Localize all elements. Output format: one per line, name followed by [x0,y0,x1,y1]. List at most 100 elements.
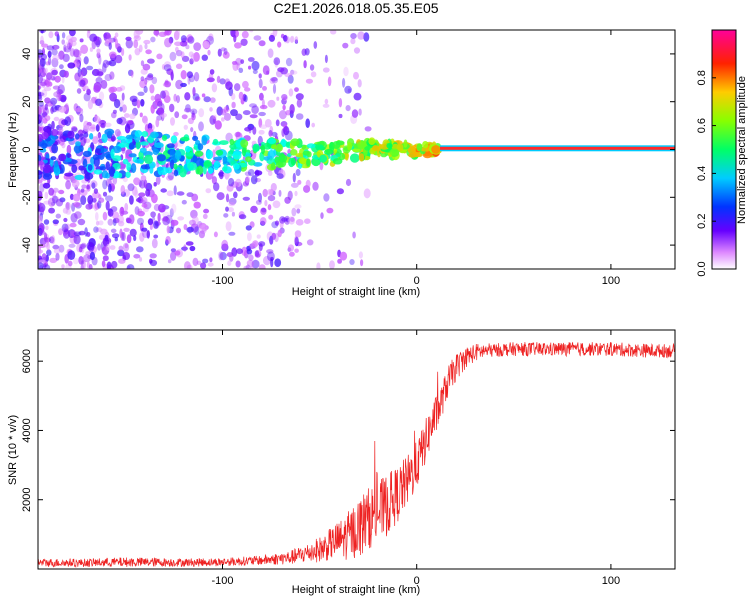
noise-speckle [41,89,48,98]
noise-speckle [114,54,123,64]
signal-blob [85,172,94,180]
noise-speckle [258,78,263,89]
signal-blob [389,148,399,156]
noise-speckle [134,48,141,56]
noise-speckle [198,222,207,230]
noise-speckle [238,214,247,220]
noise-speckle [139,79,148,89]
noise-speckle [153,234,159,239]
noise-speckle [96,51,101,59]
noise-speckle [205,188,212,194]
signal-blob [93,169,103,175]
noise-speckle [247,57,255,62]
noise-speckle [38,229,45,236]
signal-blob [185,152,195,157]
noise-speckle [133,39,139,49]
spectrogram-x-ticks: -100 0 100 [211,30,620,287]
noise-speckle [48,236,55,244]
noise-speckle [142,63,151,71]
noise-speckle [173,131,179,137]
noise-speckle [235,178,242,187]
noise-speckle [98,91,105,101]
noise-speckle [63,44,67,53]
noise-speckle [173,93,177,102]
noise-speckle [47,197,56,207]
noise-speckle [150,104,155,114]
signal-blob [113,172,120,178]
noise-speckle [230,30,236,38]
signal-blob [319,154,328,163]
signal-blob [213,162,219,171]
noise-speckle [98,234,106,240]
noise-speckle [267,188,274,196]
noise-speckle [58,189,65,195]
noise-speckle [98,220,104,226]
snr-x-tick-label: 0 [414,575,420,587]
noise-speckle [338,113,343,119]
signal-blob [166,143,175,149]
noise-speckle [106,243,111,251]
noise-speckle [80,195,87,206]
noise-speckle [251,105,259,114]
noise-speckle [102,179,108,190]
noise-speckle [183,124,188,130]
noise-speckle [128,69,134,77]
noise-speckle [66,42,72,50]
noise-speckle [43,182,51,189]
noise-speckle [56,89,63,95]
noise-speckle [42,238,49,248]
noise-speckle [200,262,207,269]
noise-speckle [268,130,273,137]
noise-speckle [188,51,194,58]
signal-blob [82,158,88,168]
noise-speckle [38,94,43,102]
noise-speckle [108,42,112,50]
noise-speckle [188,219,196,226]
spectrogram-x-tick-label: 0 [414,275,420,287]
noise-speckle [250,175,258,185]
noise-speckle [295,219,304,226]
noise-speckle [133,177,141,186]
noise-speckle [271,221,279,229]
noise-speckle [154,93,162,103]
noise-speckle [268,214,274,220]
noise-speckle [175,79,184,90]
signal-blob [232,151,242,160]
signal-blob [235,139,243,148]
noise-speckle [114,38,119,49]
noise-speckle [284,73,293,78]
signal-blob [229,138,235,146]
noise-speckle [107,208,114,217]
noise-speckle [290,182,299,188]
noise-speckle [206,77,215,83]
noise-speckle [79,38,84,43]
noise-speckle [288,216,295,225]
noise-speckle [322,103,330,108]
noise-speckle [305,78,313,84]
noise-speckle [86,88,91,94]
noise-speckle [109,71,115,80]
signal-blob [336,140,345,146]
noise-speckle [183,224,188,230]
noise-speckle [175,46,179,53]
noise-speckle [324,98,329,105]
signal-blob [73,144,82,154]
noise-speckle [212,114,217,120]
noise-speckle [240,59,245,64]
spectrogram-y-tick-label: -40 [21,237,33,253]
noise-speckle [272,30,278,37]
spectrogram-y-tick-label: 40 [21,48,33,60]
noise-speckle [258,40,266,47]
noise-speckle [107,218,114,226]
noise-speckle [39,30,46,34]
noise-speckle [183,107,192,113]
snr-y-ticks: 2000 4000 6000 [21,349,675,512]
noise-speckle [234,83,241,92]
signal-blob [104,128,115,136]
noise-speckle [121,48,125,56]
signal-blob [271,144,277,150]
noise-speckle [41,43,49,48]
noise-speckle [193,42,202,51]
noise-speckle [281,94,288,100]
noise-speckle [43,264,51,269]
